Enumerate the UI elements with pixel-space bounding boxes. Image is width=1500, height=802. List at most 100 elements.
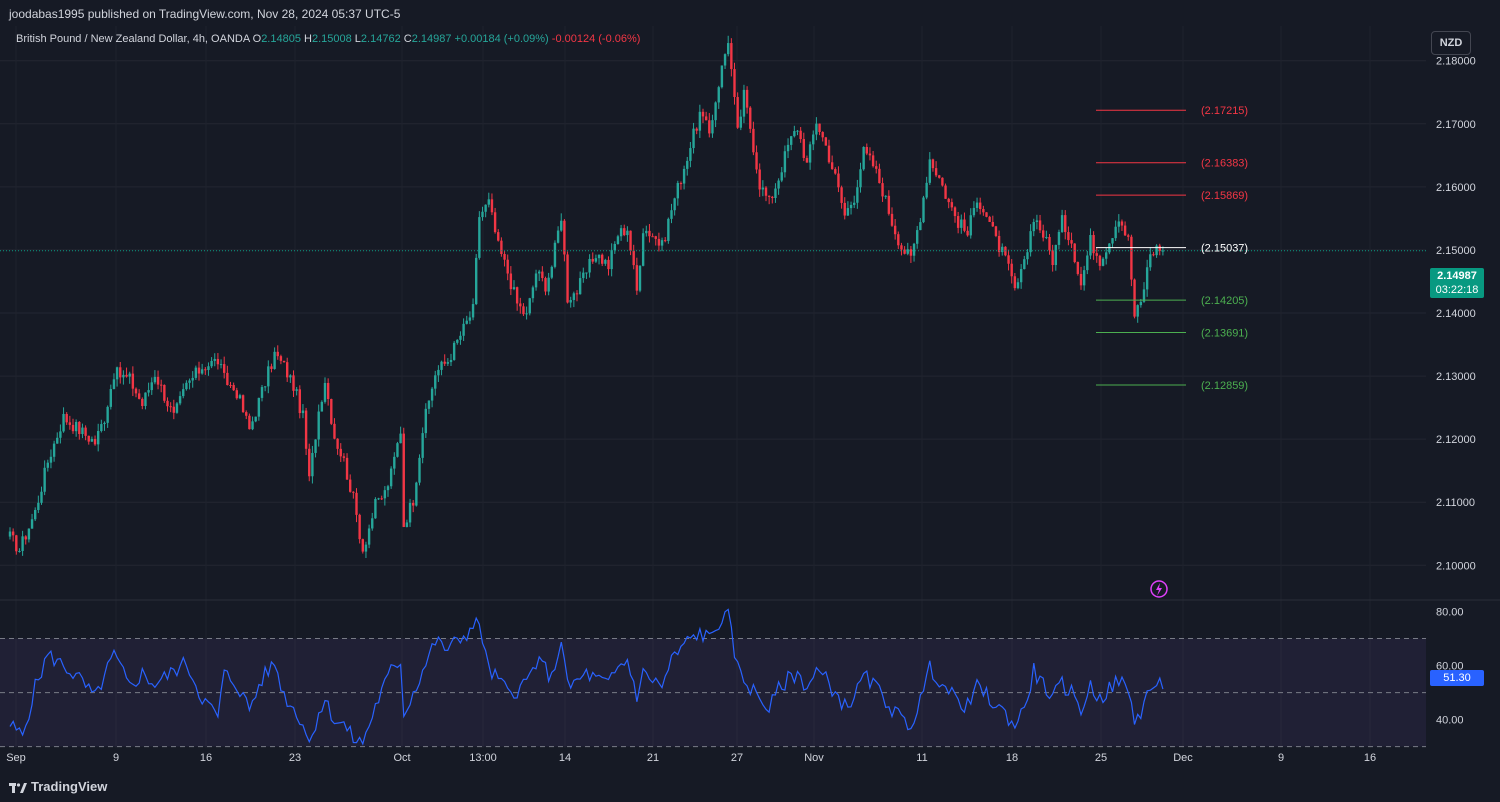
candle-body <box>18 551 21 553</box>
candle-body <box>641 233 645 266</box>
candle-body <box>651 236 654 238</box>
candle-body <box>730 43 733 70</box>
time-tick-label: Oct <box>393 752 410 764</box>
open-value: 2.14805 <box>261 33 301 45</box>
high-value: 2.15008 <box>311 33 352 45</box>
candle-body <box>405 522 409 527</box>
candle-body <box>1136 305 1139 317</box>
price-axis[interactable]: 2.10000 2.11000 2.12000 2.13000 2.14000 2.150… <box>1436 56 1476 727</box>
price-tick-label: 2.12000 <box>1436 434 1476 446</box>
candle-body <box>317 411 320 440</box>
candle-body <box>812 134 815 145</box>
candle-body <box>81 427 84 435</box>
candle-body <box>27 528 31 540</box>
candle-body <box>802 139 805 158</box>
candle-body <box>979 202 982 210</box>
candle-body <box>824 137 828 146</box>
symbol-name[interactable]: British Pound / New Zealand Dollar, 4h, … <box>16 33 250 45</box>
candle-body <box>623 228 626 236</box>
candle-body <box>972 207 976 216</box>
candle-body <box>267 366 270 387</box>
candle-body <box>560 220 563 231</box>
candle-body <box>575 293 579 295</box>
candle-body <box>906 249 909 254</box>
chart-area[interactable]: (2.17215) (2.16383) (2.15869) (2.15037) (2.1… <box>0 26 1500 776</box>
candle-body <box>169 406 172 408</box>
candle-body <box>755 152 758 170</box>
candle-body <box>386 486 390 491</box>
tradingview-logo[interactable]: TradingView <box>9 779 107 794</box>
lightning-icon[interactable] <box>1150 580 1168 598</box>
candle-body <box>449 359 453 363</box>
candle-body <box>1026 252 1029 260</box>
price-tick-label: 2.17000 <box>1436 119 1476 131</box>
candle-body <box>1054 244 1057 266</box>
candle-body <box>1076 262 1080 274</box>
candle-body <box>440 361 443 370</box>
candle-body <box>919 222 922 231</box>
time-axis[interactable]: Sep 9 16 23 Oct 13:00 14 21 27 Nov 11 18 25 Dec 9 16 <box>6 752 1376 764</box>
candle-body <box>323 382 327 402</box>
candle-body <box>349 479 352 492</box>
candle-body <box>178 396 182 404</box>
time-tick-label: 18 <box>1006 752 1018 764</box>
candle-body <box>1045 237 1048 239</box>
candle-body <box>478 217 481 258</box>
candle-body <box>229 385 232 387</box>
brand-name: TradingView <box>31 779 108 794</box>
publisher-info: joodabas1995 published on TradingView.co… <box>9 7 401 21</box>
chart-canvas[interactable]: (2.17215) (2.16383) (2.15869) (2.15037) (2.1… <box>0 26 1500 776</box>
candle-body <box>355 492 358 515</box>
candle-body <box>500 240 503 254</box>
candle-body <box>74 421 78 432</box>
candle-body <box>556 230 560 243</box>
candle-body <box>1142 289 1146 302</box>
candle-body <box>676 183 679 199</box>
close-value: 2.14987 <box>411 33 452 45</box>
candle-body <box>531 287 535 299</box>
candle-body <box>1114 226 1117 239</box>
candle-body <box>446 362 450 364</box>
candle-body <box>733 69 736 98</box>
rsi-tick-label: 40.00 <box>1436 715 1464 727</box>
time-tick-label: 9 <box>1278 752 1284 764</box>
candle-body <box>727 43 730 55</box>
price-tick-label: 2.14000 <box>1436 308 1476 320</box>
candle-body <box>380 498 383 500</box>
candle-body <box>925 182 928 198</box>
candle-body <box>1123 225 1127 236</box>
candle-body <box>1117 221 1120 227</box>
candle-body <box>780 172 783 181</box>
candle-body <box>273 351 276 369</box>
candle-body <box>37 502 40 511</box>
candle-body <box>393 456 396 469</box>
candle-body <box>720 65 724 88</box>
candle-body <box>134 388 138 394</box>
candle-body <box>30 519 34 529</box>
candle-body <box>90 439 94 442</box>
candle-body <box>865 146 868 154</box>
candle-body <box>975 202 979 208</box>
candle-body <box>900 245 903 250</box>
candle-body <box>985 212 988 217</box>
candle-body <box>698 111 702 131</box>
candle-body <box>172 406 175 413</box>
price-tick-label: 2.18000 <box>1436 56 1476 68</box>
candle-body <box>484 204 487 212</box>
candle-body <box>65 413 68 423</box>
candle-body <box>953 207 957 217</box>
change-value: +0.00184 (+0.09%) <box>454 33 549 45</box>
candle-body <box>147 390 150 393</box>
candle-body <box>938 175 941 178</box>
candle-body <box>185 382 188 390</box>
candle-body <box>481 211 484 218</box>
candle-body <box>128 373 131 377</box>
candle-body <box>503 253 506 260</box>
currency-button[interactable]: NZD <box>1431 31 1471 55</box>
candle-body <box>897 234 900 246</box>
candle-body <box>103 422 106 425</box>
candle-body <box>399 433 402 444</box>
candle-body <box>805 157 809 163</box>
candle-body <box>1070 240 1073 244</box>
candle-body <box>679 183 683 185</box>
